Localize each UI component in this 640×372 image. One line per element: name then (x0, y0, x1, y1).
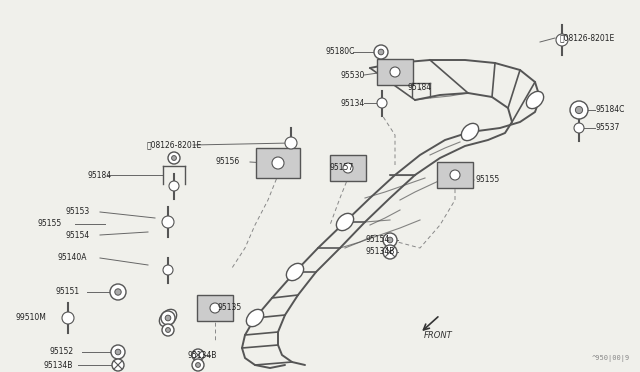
Bar (437, 163, 473, 187)
Circle shape (115, 349, 121, 355)
Text: FRONT: FRONT (424, 331, 452, 340)
Text: 95156: 95156 (215, 157, 239, 167)
Text: 95155: 95155 (476, 176, 500, 185)
Bar (257, 148, 300, 178)
Ellipse shape (159, 310, 177, 327)
Circle shape (574, 123, 584, 133)
Bar (330, 155, 366, 180)
Text: 95180C: 95180C (326, 48, 355, 57)
Ellipse shape (206, 299, 223, 317)
Circle shape (390, 67, 400, 77)
Circle shape (387, 237, 393, 243)
Text: 95184C: 95184C (596, 106, 625, 115)
Circle shape (165, 315, 171, 321)
Circle shape (172, 155, 177, 160)
Text: 95140A: 95140A (58, 253, 88, 263)
Circle shape (383, 233, 397, 247)
Ellipse shape (286, 263, 303, 280)
Text: 95154: 95154 (366, 235, 390, 244)
Circle shape (210, 303, 220, 313)
Circle shape (383, 245, 397, 259)
Circle shape (110, 284, 126, 300)
Circle shape (570, 101, 588, 119)
Ellipse shape (526, 92, 543, 109)
Circle shape (162, 324, 174, 336)
Circle shape (169, 181, 179, 191)
Text: 95135: 95135 (218, 304, 243, 312)
Circle shape (285, 137, 297, 149)
Text: 95152: 95152 (50, 347, 74, 356)
Circle shape (378, 49, 384, 55)
Circle shape (377, 98, 387, 108)
Text: 95184: 95184 (88, 170, 112, 180)
Circle shape (450, 170, 460, 180)
Circle shape (163, 265, 173, 275)
Text: ^950|00|9: ^950|00|9 (592, 355, 630, 362)
Circle shape (168, 152, 180, 164)
Circle shape (162, 216, 174, 228)
Text: 95537: 95537 (596, 124, 620, 132)
Text: 95530: 95530 (340, 71, 365, 80)
Circle shape (196, 363, 200, 368)
Ellipse shape (269, 154, 287, 171)
Text: 95157: 95157 (330, 164, 355, 173)
Ellipse shape (339, 159, 356, 177)
Text: Ⓑ08126-8201E: Ⓑ08126-8201E (560, 33, 615, 42)
Text: 95134B: 95134B (366, 247, 396, 257)
Ellipse shape (337, 214, 354, 231)
Circle shape (112, 359, 124, 371)
Circle shape (111, 345, 125, 359)
Text: 95151: 95151 (55, 288, 79, 296)
Ellipse shape (246, 310, 264, 327)
Circle shape (166, 328, 170, 333)
Text: 95134B: 95134B (43, 360, 72, 369)
Circle shape (192, 359, 204, 371)
Circle shape (272, 157, 284, 169)
Circle shape (343, 163, 353, 173)
Text: 95155: 95155 (38, 219, 62, 228)
Bar (197, 295, 233, 321)
Circle shape (575, 106, 582, 113)
Ellipse shape (387, 63, 404, 81)
Text: 99510M: 99510M (15, 314, 46, 323)
Circle shape (161, 311, 175, 325)
Circle shape (115, 289, 121, 295)
Text: 95153: 95153 (65, 208, 89, 217)
Text: 95134B: 95134B (188, 350, 218, 359)
Text: 95154: 95154 (65, 231, 89, 240)
Text: Ⓑ08126-8201E: Ⓑ08126-8201E (147, 141, 202, 150)
Text: 95184: 95184 (408, 83, 432, 93)
Circle shape (62, 312, 74, 324)
Circle shape (192, 349, 204, 361)
Text: 95134: 95134 (340, 99, 365, 108)
Ellipse shape (461, 124, 479, 141)
Bar (377, 60, 413, 84)
Circle shape (374, 45, 388, 59)
Circle shape (556, 34, 568, 46)
